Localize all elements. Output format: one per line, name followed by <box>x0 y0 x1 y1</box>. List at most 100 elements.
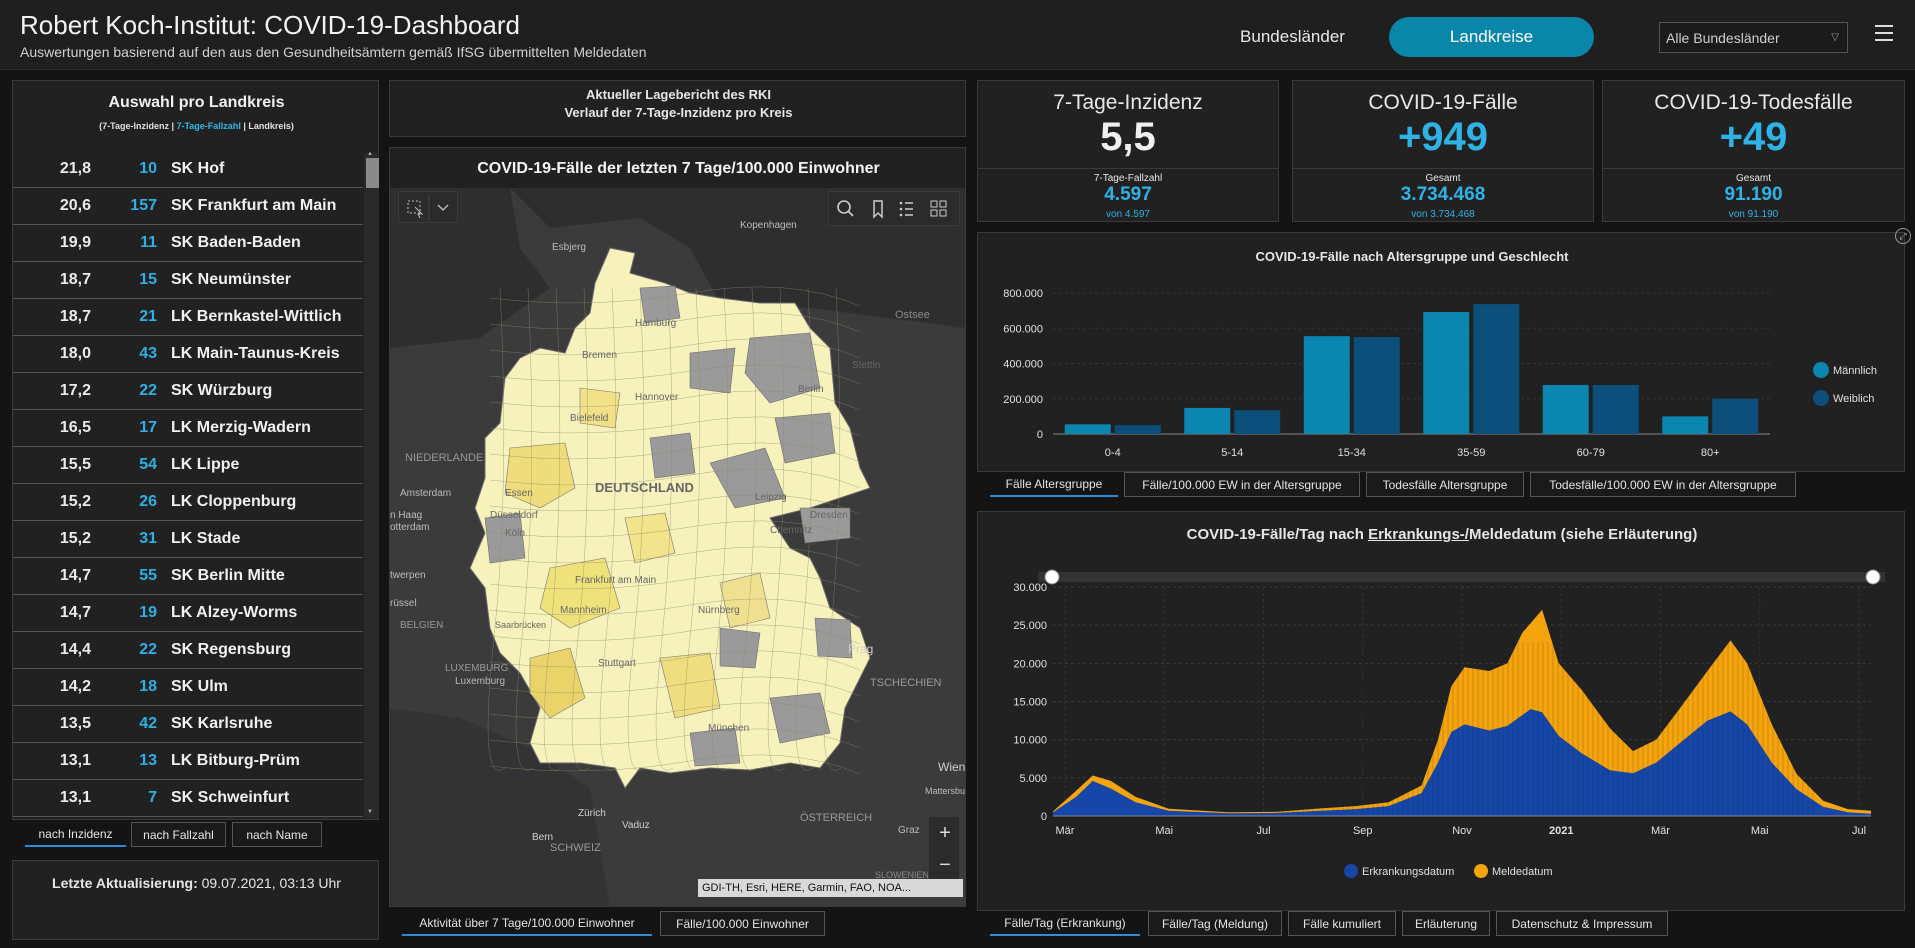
district-high[interactable] <box>624 512 676 564</box>
tab-sort-tabs-2[interactable]: nach Name <box>232 822 322 847</box>
landkreis-row[interactable]: 14,7 55 SK Berlin Mitte <box>13 558 363 595</box>
tab-age-tabs-0[interactable]: Fälle Altersgruppe <box>990 472 1118 497</box>
district-high[interactable] <box>719 572 771 629</box>
age-bar-weiblich[interactable] <box>1712 398 1759 434</box>
range-slider-track[interactable] <box>1038 572 1885 582</box>
legend-list-icon[interactable] <box>899 201 913 217</box>
kpi-title: 7-Tage-Inzidenz <box>1053 91 1203 114</box>
district-no-data[interactable] <box>689 727 741 767</box>
map-label-hamburg: Hamburg <box>635 318 676 329</box>
basemap-gallery-icon[interactable] <box>930 200 947 217</box>
landkreis-row[interactable]: 17,2 22 SK Würzburg <box>13 373 363 410</box>
select-region-icon[interactable] <box>407 200 424 219</box>
tab-age-tabs-2[interactable]: Todesfälle Altersgruppe <box>1366 472 1524 497</box>
district-no-data[interactable] <box>744 332 821 404</box>
lagebericht-panel[interactable]: Aktueller Lagebericht des RKI Verlauf de… <box>389 80 966 137</box>
tab-sort-tabs-1[interactable]: nach Fallzahl <box>131 822 226 847</box>
age-bar-männlich[interactable] <box>1542 385 1589 434</box>
zoom-in-button[interactable]: + <box>939 821 951 844</box>
area-erkrankungsdatum[interactable] <box>1053 709 1871 816</box>
time-chart[interactable]: 0 5.000 10.000 15.000 20.000 25.000 30.000 Mär M… <box>978 512 1906 912</box>
scrollbar-thumb[interactable] <box>366 158 379 188</box>
expand-icon[interactable]: ⤢ <box>1895 228 1911 244</box>
zoom-out-button[interactable]: − <box>939 853 951 876</box>
tab-sort-tabs-0[interactable]: nach Inzidenz <box>25 822 126 847</box>
landkreis-row[interactable]: 18,0 43 LK Main-Taunus-Kreis <box>13 336 363 373</box>
landkreis-row[interactable]: 18,7 21 LK Bernkastel-Wittlich <box>13 299 363 336</box>
lagebericht-text: Aktueller Lagebericht des RKI Verlauf de… <box>390 86 967 122</box>
district-no-data[interactable] <box>484 512 526 564</box>
district-no-data[interactable] <box>709 447 786 509</box>
age-bar-männlich[interactable] <box>1662 416 1709 434</box>
district-high[interactable] <box>659 652 721 719</box>
age-bar-männlich[interactable] <box>1303 336 1350 434</box>
district-no-data[interactable] <box>769 692 831 744</box>
age-bar-weiblich[interactable] <box>1114 425 1161 434</box>
hamburger-menu-icon[interactable] <box>1875 25 1893 43</box>
district-high[interactable] <box>504 442 576 509</box>
district-no-data[interactable] <box>649 432 696 479</box>
landkreis-inzidenz: 16,5 <box>59 419 91 436</box>
chevron-down-icon[interactable] <box>437 204 449 212</box>
landkreis-row[interactable]: 16,5 17 LK Merzig-Wadern <box>13 410 363 447</box>
tab-time-tabs-2[interactable]: Fälle kumuliert <box>1288 911 1396 936</box>
search-icon[interactable] <box>837 200 854 217</box>
scrollbar-track[interactable] <box>364 153 379 818</box>
scroll-down-icon[interactable]: ▼ <box>367 809 373 815</box>
germany-map[interactable]: Kopenhagen Esbjerg Ostsee NIEDERLANDE Amster… <box>390 188 966 907</box>
update-panel: Letzte Aktualisierung: 09.07.2021, 03:13… <box>12 860 379 940</box>
district-high[interactable] <box>579 387 621 429</box>
landkreis-row[interactable]: 15,2 31 LK Stade <box>13 521 363 558</box>
age-bar-weiblich[interactable] <box>1592 385 1639 434</box>
nav-bundeslaender-button[interactable]: Bundesländer <box>1240 27 1345 46</box>
nav-landkreise-button[interactable]: Landkreise <box>1389 17 1594 57</box>
tab-age-tabs-1[interactable]: Fälle/100.000 EW in der Altersgruppe <box>1124 472 1360 497</box>
district-high[interactable] <box>539 557 621 629</box>
landkreis-row[interactable]: 19,9 11 SK Baden-Baden <box>13 225 363 262</box>
tab-map-tabs-0[interactable]: Aktivität über 7 Tage/100.000 Einwohner <box>402 911 652 936</box>
tab-time-tabs-4[interactable]: Datenschutz & Impressum <box>1496 911 1668 936</box>
district-no-data[interactable] <box>814 617 853 659</box>
scroll-up-icon[interactable]: ▲ <box>367 151 373 157</box>
bundesland-select[interactable]: Alle Bundesländer ▽ <box>1659 22 1848 53</box>
tab-time-tabs-0[interactable]: Fälle/Tag (Erkrankung) <box>990 911 1140 936</box>
landkreis-name: SK Berlin Mitte <box>171 567 285 584</box>
age-bar-weiblich[interactable] <box>1473 304 1520 434</box>
map-panel: COVID-19-Fälle der letzten 7 Tage/100.00… <box>389 147 966 907</box>
landkreis-row[interactable]: 18,7 15 SK Neumünster <box>13 262 363 299</box>
landkreis-row[interactable]: 21,8 10 SK Hof <box>13 151 363 188</box>
landkreis-row[interactable]: 13,1 13 LK Bitburg-Prüm <box>13 743 363 780</box>
age-bar-männlich[interactable] <box>1064 424 1111 434</box>
district-no-data[interactable] <box>639 285 681 324</box>
landkreis-row[interactable]: 13,1 7 SK Schweinfurt <box>13 780 363 817</box>
landkreis-row[interactable]: 15,5 54 LK Lippe <box>13 447 363 484</box>
tab-age-tabs-3[interactable]: Todesfälle/100.000 EW in der Altersgrupp… <box>1530 472 1796 497</box>
district-no-data[interactable] <box>719 627 761 669</box>
age-bar-weiblich[interactable] <box>1353 337 1400 434</box>
landkreis-row[interactable]: 14,7 19 LK Alzey-Worms <box>13 595 363 632</box>
district-high[interactable] <box>529 647 586 719</box>
range-slider-handle-start[interactable] <box>1044 569 1060 585</box>
landkreis-row[interactable]: 14,4 22 SK Regensburg <box>13 632 363 669</box>
district-no-data[interactable] <box>689 347 736 394</box>
age-bar-männlich[interactable] <box>1184 407 1231 434</box>
time-title-link[interactable]: Erkrankungs-/ <box>1368 526 1469 543</box>
map-attribution[interactable]: GDI-TH, Esri, HERE, Garmin, FAO, NOA... <box>698 879 963 897</box>
legend-label: Meldedatum <box>1492 866 1553 878</box>
landkreis-row[interactable]: 13,5 42 SK Karlsruhe <box>13 706 363 743</box>
age-bar-männlich[interactable] <box>1423 312 1470 434</box>
age-bar-weiblich[interactable] <box>1234 410 1281 434</box>
map-label-nuernberg: Nürnberg <box>698 605 740 616</box>
landkreis-row[interactable]: 14,2 18 SK Ulm <box>13 669 363 706</box>
range-slider-handle-end[interactable] <box>1865 569 1881 585</box>
landkreis-row[interactable]: 20,6 157 SK Frankfurt am Main <box>13 188 363 225</box>
age-chart-panel: COVID-19-Fälle nach Altersgruppe und Ges… <box>977 232 1905 472</box>
bookmark-icon[interactable] <box>873 200 883 219</box>
map-label-stuttgart: Stuttgart <box>598 658 636 669</box>
tab-map-tabs-1[interactable]: Fälle/100.000 Einwohner <box>660 911 825 936</box>
landkreis-row[interactable]: 15,2 26 LK Cloppenburg <box>13 484 363 521</box>
map-selection-tools[interactable] <box>398 191 458 223</box>
time-ytick-label: 25.000 <box>1013 620 1047 632</box>
tab-time-tabs-1[interactable]: Fälle/Tag (Meldung) <box>1148 911 1282 936</box>
tab-time-tabs-3[interactable]: Erläuterung <box>1402 911 1490 936</box>
